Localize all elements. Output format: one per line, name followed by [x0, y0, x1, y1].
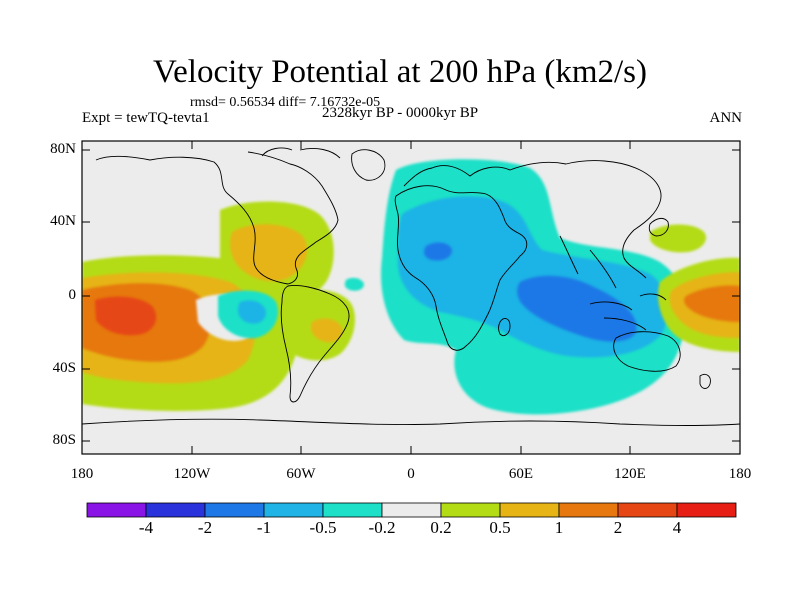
- stats-label: rmsd= 0.56534 diff= 7.16732e-05: [190, 95, 381, 110]
- lat-label-0: 0: [68, 287, 77, 303]
- lon-label-180e: 180: [728, 466, 752, 482]
- colorbar-label-5: -0.2: [368, 518, 396, 537]
- epac-negative-mid: [238, 300, 266, 324]
- sa-positive-mid: [310, 318, 343, 343]
- experiment-label: Expt = tewTQ-tevta1: [82, 110, 210, 126]
- axis-ticks: [81, 141, 741, 454]
- colorbar-label-10: 4: [672, 518, 682, 537]
- coastlines: [82, 147, 740, 426]
- map-title: Velocity Potential at 200 hPa (km2/s): [152, 54, 648, 90]
- colorbar: [86, 502, 737, 518]
- colorbar-label-9: 2: [613, 518, 623, 537]
- lon-label-180w: 180: [70, 466, 94, 482]
- colorbar-box-7: [440, 502, 501, 518]
- nwpac-positive: [650, 224, 707, 253]
- colorbar-label-3: -1: [256, 518, 272, 537]
- colorbar-label-2: -2: [197, 518, 213, 537]
- colorbar-box-2: [145, 502, 206, 518]
- pacific-positive-max: [95, 296, 157, 336]
- colorbar-box-3: [204, 502, 265, 518]
- colorbar-label-4: -0.5: [309, 518, 337, 537]
- colorbar-box-1: [86, 502, 147, 518]
- colorbar-label-8: 1: [554, 518, 564, 537]
- colorbar-box-11: [676, 502, 737, 518]
- atlantic-negative-blob: [344, 277, 364, 291]
- wpac-positive-strong: [684, 285, 740, 322]
- lon-label-120w: 120W: [173, 466, 211, 482]
- na-positive-mid: [230, 224, 308, 282]
- indian-negative-strong: [517, 275, 637, 342]
- lon-label-60e: 60E: [508, 466, 534, 482]
- colorbar-box-10: [617, 502, 678, 518]
- colorbar-box-5: [322, 502, 383, 518]
- lat-label-40s: 40S: [52, 360, 76, 376]
- lat-label-80n: 80N: [50, 141, 76, 157]
- colorbar-box-8: [499, 502, 560, 518]
- lon-label-60w: 60W: [286, 466, 316, 482]
- lon-label-0: 0: [407, 466, 415, 482]
- colorbar-label-6: 0.2: [430, 518, 452, 537]
- period-label: 2328kyr BP - 0000kyr BP: [322, 105, 479, 121]
- colorbar-box-9: [558, 502, 619, 518]
- lon-label-120e: 120E: [614, 466, 646, 482]
- season-label: ANN: [709, 110, 743, 126]
- africa-negative-strong: [424, 242, 452, 261]
- lat-label-40n: 40N: [50, 213, 76, 229]
- lat-label-80s: 80S: [52, 432, 76, 448]
- colorbar-label-1: -4: [138, 518, 154, 537]
- colorbar-label-7: 0.5: [489, 518, 511, 537]
- colorbar-box-6: [381, 502, 442, 518]
- colorbar-box-4: [263, 502, 324, 518]
